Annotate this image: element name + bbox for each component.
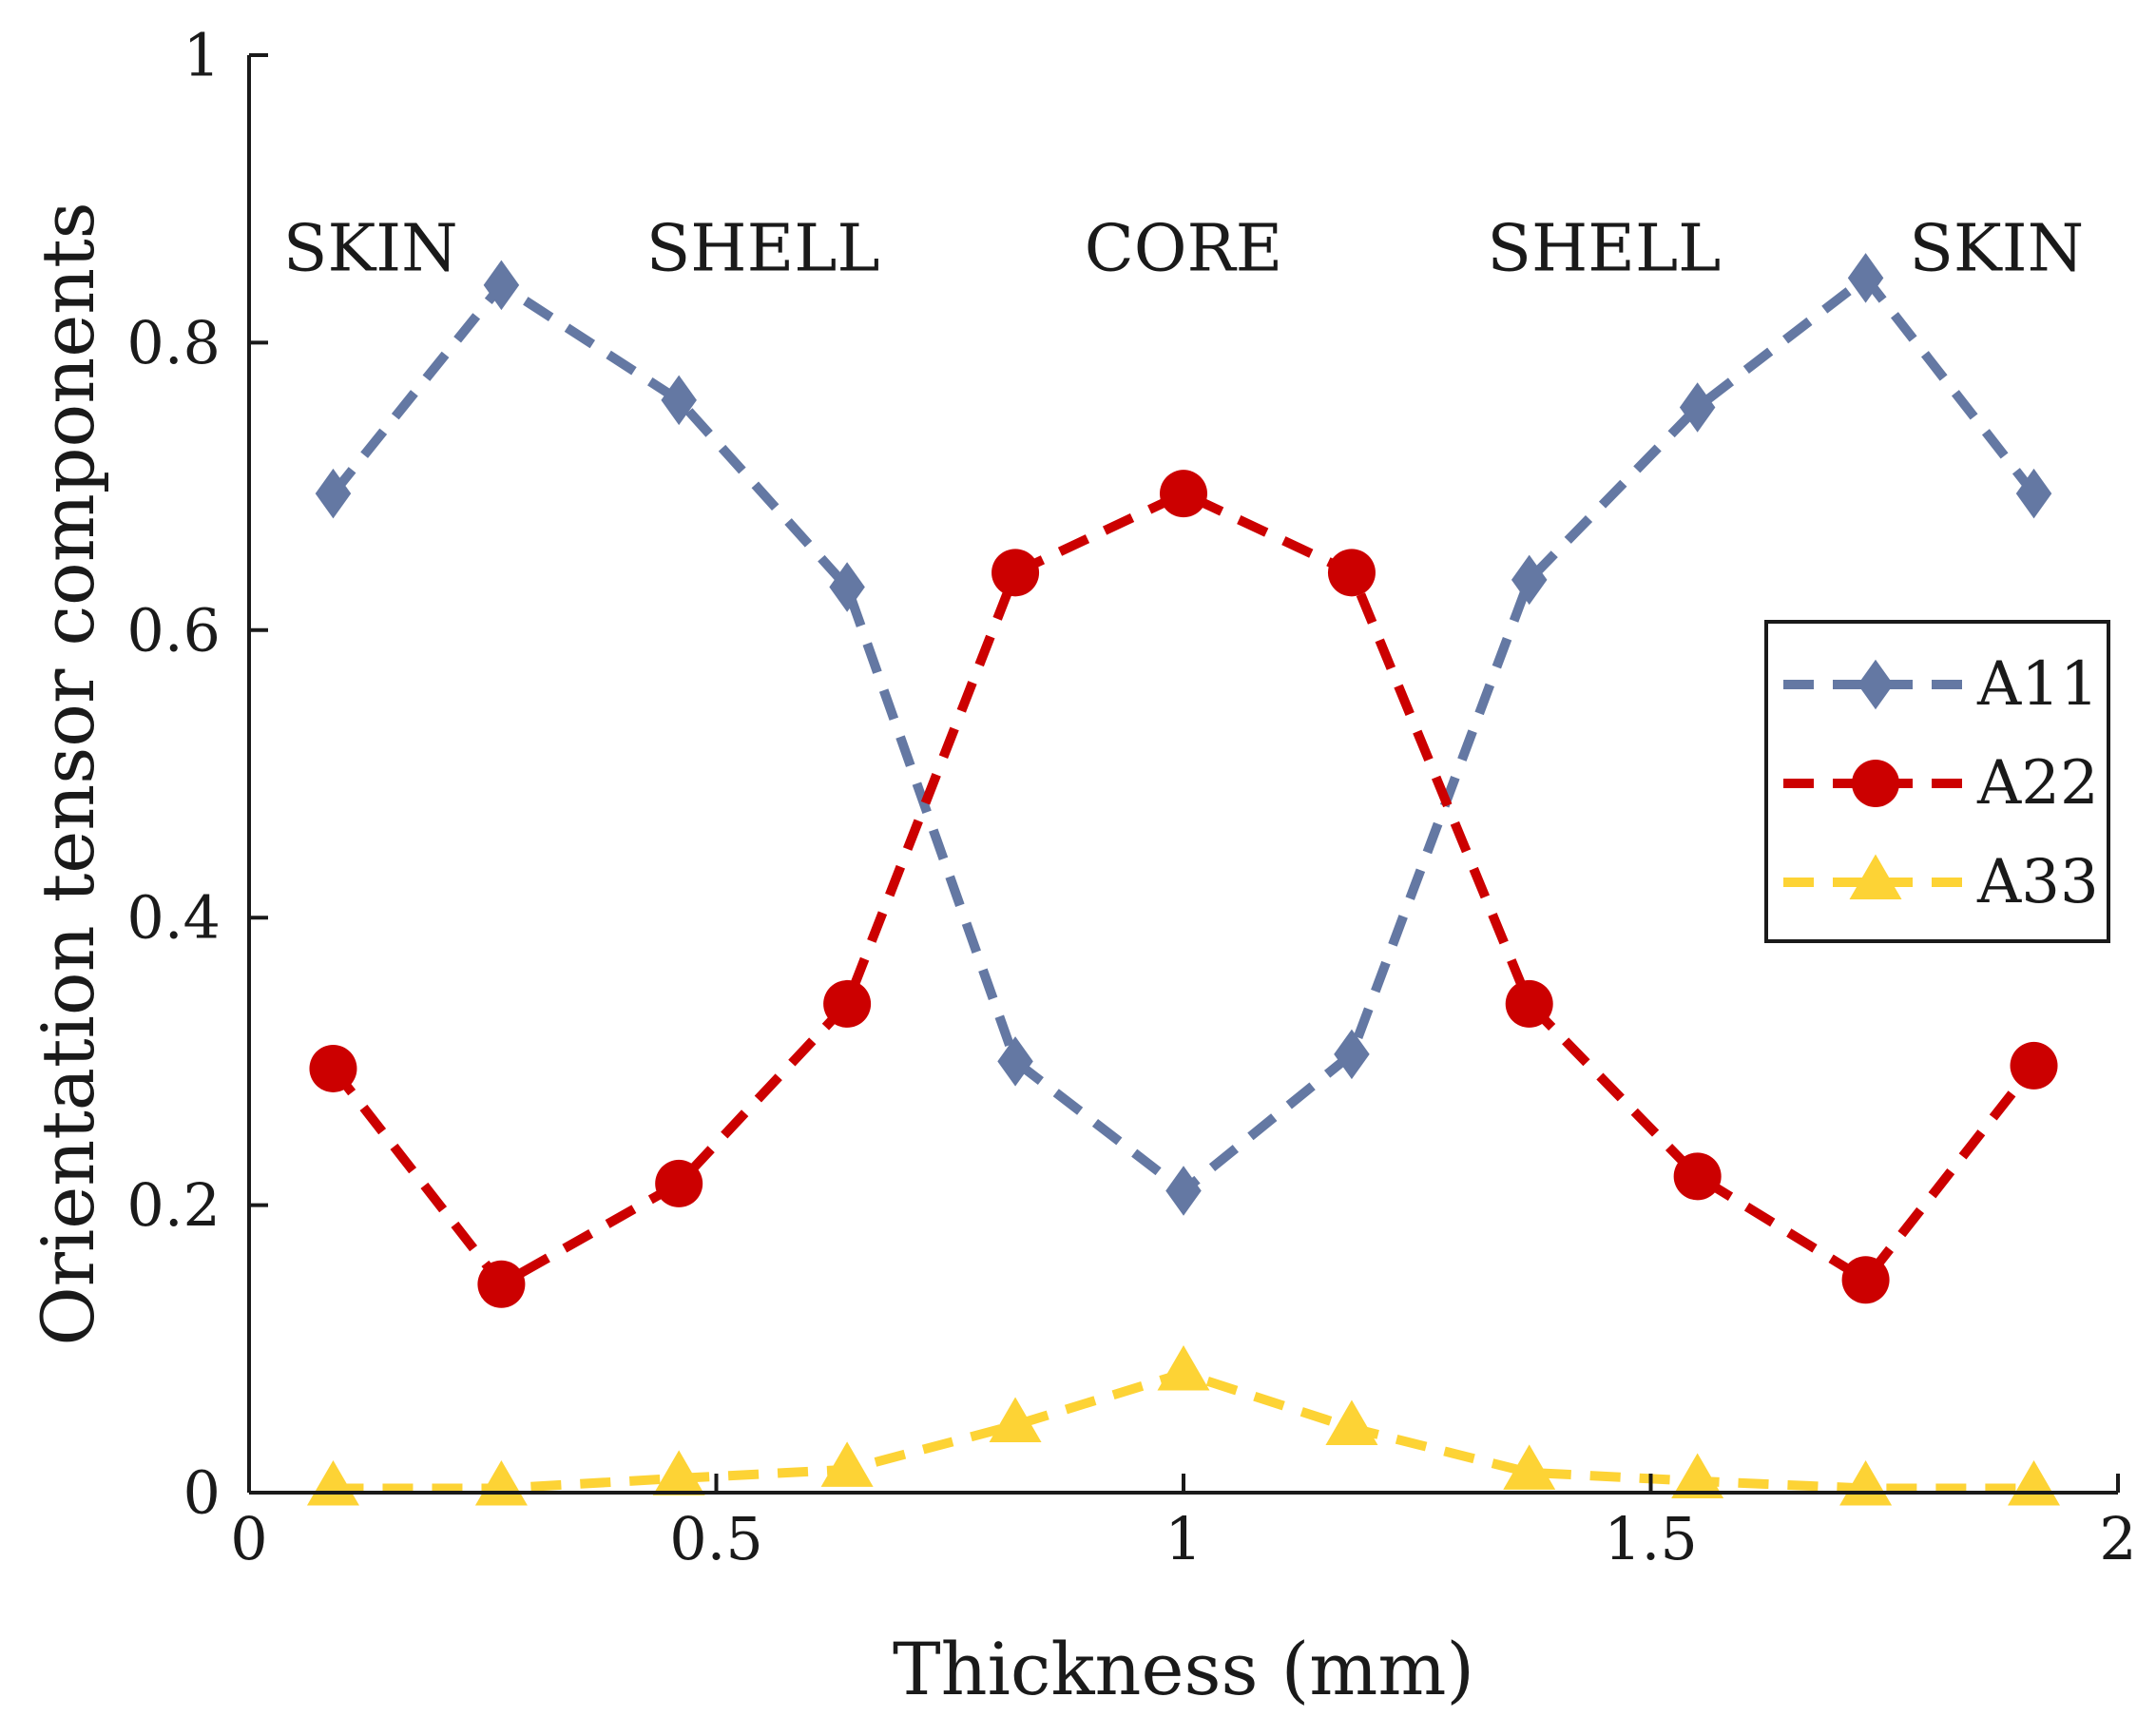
data-point-a22 (1505, 979, 1553, 1028)
legend-label-a11: A11 (1976, 649, 2099, 720)
series-line-a22 (329, 489, 2038, 1289)
data-point-a22 (655, 1159, 703, 1207)
data-point-a22 (2010, 1041, 2058, 1090)
axes: 0 0.5 1 1.5 2 0 0.2 0.4 0.6 0.8 1 Thickness (mm) Ori… (26, 21, 2137, 1712)
data-point-a33 (989, 1397, 1042, 1442)
legend-label-a33: A33 (1976, 847, 2099, 917)
data-point-a22 (477, 1260, 526, 1308)
data-point-a11 (1511, 554, 1548, 606)
series-line-a33 (333, 1368, 2034, 1494)
data-point-a33 (652, 1450, 705, 1495)
y-tick-label: 0.8 (126, 308, 221, 377)
data-point-a33 (2008, 1460, 2061, 1506)
data-point-a22 (823, 979, 872, 1028)
data-point-a33 (1157, 1345, 1210, 1391)
y-tick-label: 0 (183, 1458, 221, 1528)
data-point-a33 (1503, 1444, 1556, 1490)
y-axis-label: Orientation tensor components (26, 202, 110, 1345)
data-point-a33 (474, 1460, 528, 1506)
data-point-a33 (1671, 1453, 1724, 1498)
data-point-a33 (1325, 1399, 1378, 1446)
region-label-core: CORE (1085, 212, 1283, 287)
legend-marker-a22 (1852, 760, 1899, 807)
region-label-skin: SKIN (283, 212, 458, 287)
data-point-a11 (483, 260, 520, 311)
data-point-a22 (1673, 1152, 1722, 1201)
data-point-a22 (1841, 1256, 1890, 1304)
legend-marker-a11 (1858, 659, 1894, 710)
data-point-a33 (820, 1441, 874, 1487)
legend-box (1764, 620, 2110, 943)
region-label-shell: SHELL (646, 212, 880, 287)
data-point-a22 (1327, 549, 1376, 597)
data-point-a11 (1679, 382, 1716, 433)
legend-marker-a33 (1849, 854, 1902, 900)
legend: A11 A22 A33 (1764, 620, 2110, 943)
data-point-a11 (1165, 1166, 1202, 1216)
y-tick-label: 0.4 (126, 883, 221, 953)
data-point-a11 (1334, 1029, 1370, 1080)
data-point-a22 (1160, 470, 1207, 518)
region-label-skin: SKIN (1909, 212, 2084, 287)
data-point-a11 (2015, 468, 2052, 519)
y-tick-label: 0.6 (126, 595, 221, 665)
data-point-a11 (997, 1036, 1033, 1087)
x-axis-label: Thickness (mm) (893, 1627, 1474, 1711)
y-tick-label: 0.2 (126, 1170, 221, 1240)
x-tick-label: 0 (230, 1504, 267, 1573)
x-tick-label: 2 (2099, 1504, 2136, 1573)
data-point-a33 (306, 1460, 359, 1506)
region-label-shell: SHELL (1487, 212, 1721, 287)
y-tick-label: 1 (183, 21, 221, 90)
data-point-a22 (991, 549, 1040, 597)
data-point-a11 (829, 562, 865, 612)
x-tick-label: 1.5 (1604, 1504, 1698, 1573)
x-tick-label: 0.5 (669, 1504, 763, 1573)
legend-label-a22: A22 (1976, 748, 2099, 819)
data-point-a11 (1847, 253, 1884, 303)
x-tick-label: 1 (1165, 1504, 1202, 1573)
data-point-a22 (309, 1044, 357, 1092)
data-point-a11 (661, 375, 697, 426)
data-point-a11 (315, 468, 352, 519)
